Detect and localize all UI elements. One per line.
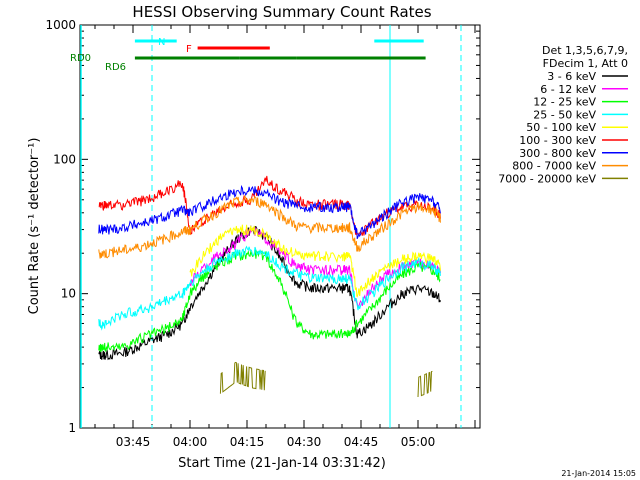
x-tick-label: 03:45 [116,435,151,449]
legend-entry-label: 800 - 7000 keV [512,160,596,173]
series-line [417,370,433,398]
annotation-label-rd0: RD0 [70,53,91,64]
x-tick-label: 04:45 [344,435,379,449]
x-axis-label: Start Time (21-Jan-14 03:31:42) [178,456,386,471]
plot-area: 1 10 100 1000 03:45 04:00 04:15 04:30 04:45 05:00… [45,18,481,449]
x-tick-label: 04:15 [230,435,265,449]
annotation-label-f: F [186,44,192,55]
x-tick-label: 04:30 [287,435,322,449]
series-line [219,361,266,394]
y-tick-label: 1000 [45,18,76,32]
series-line [98,195,441,259]
series-line [98,249,441,353]
legend-entry-label: 6 - 12 keV [540,83,596,96]
legend-entry-label: 100 - 300 keV [519,134,596,147]
chart-title: HESSI Observing Summary Count Rates [132,3,431,21]
y-tick-label: 100 [53,152,76,166]
footer-date: 21-Jan-2014 15:05 [561,469,636,478]
legend-entry-label: 25 - 50 keV [533,108,596,121]
legend-header-line-1: Det 1,3,5,6,7,9, [542,44,628,57]
legend: Det 1,3,5,6,7,9, FDecim 1, Att 0 3 - 6 k… [498,44,628,185]
y-axis-label: Count Rate (s⁻¹ detector⁻¹) [27,138,42,315]
legend-entry-label: 12 - 25 keV [533,96,596,109]
y-tick-label: 1 [68,421,76,435]
legend-entry-label: 300 - 800 keV [519,147,596,160]
legend-header-line-2: FDecim 1, Att 0 [543,57,628,70]
legend-entry-label: 50 - 100 keV [526,121,596,134]
legend-entry-label: 7000 - 20000 keV [498,172,596,185]
series-line [98,245,441,331]
y-tick-label: 10 [61,287,76,301]
annotation-label-rd6: RD6 [105,62,126,73]
annotation-label-n: N [158,37,165,48]
plot-frame [79,24,481,429]
x-tick-label: 04:00 [173,435,208,449]
legend-entry-label: 3 - 6 keV [547,70,596,83]
x-tick-label: 05:00 [401,435,436,449]
series-line [98,184,441,239]
series-line [189,224,441,298]
